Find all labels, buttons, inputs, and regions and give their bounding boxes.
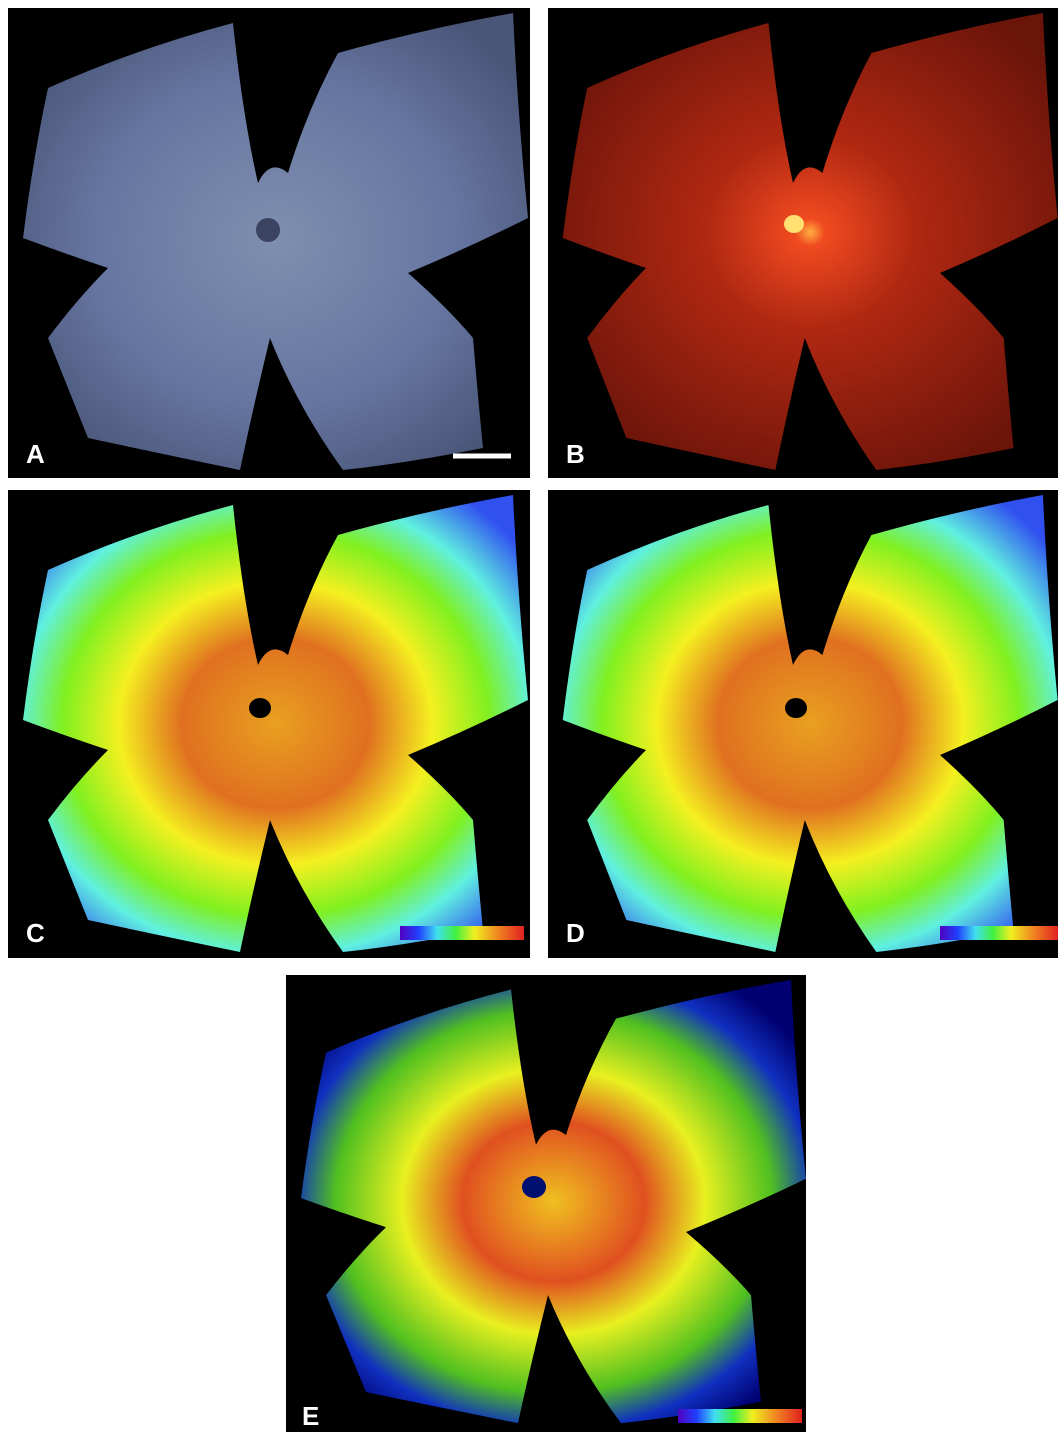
panel-a: A	[8, 8, 530, 478]
panel-e: E	[286, 975, 806, 1432]
panel-b: B	[548, 8, 1058, 478]
panel-label: C	[26, 918, 45, 948]
panel-label: D	[566, 918, 585, 948]
panel-label: E	[302, 1401, 319, 1431]
panel-label: B	[566, 439, 585, 469]
panel-d: D	[548, 490, 1058, 958]
figure: A B C D E	[0, 0, 1061, 1438]
panel-c: C	[8, 490, 530, 958]
panel-label: A	[26, 439, 45, 469]
